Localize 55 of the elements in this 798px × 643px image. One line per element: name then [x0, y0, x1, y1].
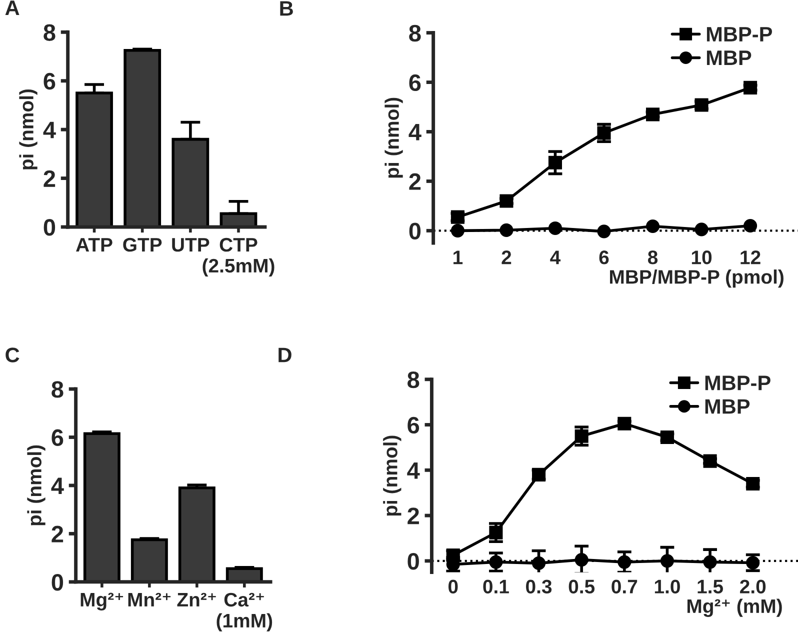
y-axis-title: pi (nmol) — [27, 445, 46, 526]
x-tick-label: 0.3 — [526, 580, 552, 594]
legend-label: MBP — [706, 50, 752, 65]
x-tick-label: 0 — [448, 580, 458, 594]
y-tick-label: 2 — [408, 508, 419, 524]
x-axis-title: Mg²⁺ (mM) — [687, 598, 782, 617]
y-tick-label: 6 — [408, 416, 420, 434]
y-tick-label: 8 — [408, 371, 420, 388]
chart-title: D — [278, 348, 292, 362]
x-axis-title: MBP/MBP-P (pmol) — [610, 270, 784, 288]
y-tick-label: 8 — [52, 381, 64, 398]
y-axis-title: pi (nmol) — [384, 98, 403, 178]
x-tick-label: UTP — [172, 238, 210, 252]
y-tick-label: 0 — [409, 222, 421, 240]
y-tick-label: 4 — [408, 124, 422, 140]
y-tick-label: 6 — [44, 72, 56, 90]
y-axis-title: pi (nmol) — [19, 89, 38, 170]
chart-title: A — [5, 0, 20, 15]
x-tick-label: Mg²⁺ — [80, 592, 124, 610]
x-tick-label: Zn²⁺ — [177, 592, 216, 606]
x-tick-label: 1 — [454, 250, 463, 264]
y-tick-label: 4 — [407, 462, 420, 479]
chart-title: B — [280, 1, 293, 16]
x-tick-label: 6 — [599, 250, 609, 264]
x-tick-label: 8 — [648, 250, 658, 264]
x-tick-label: GTP — [123, 238, 162, 252]
y-tick-label: 4 — [51, 478, 64, 494]
y-axis-title: pi (nmol) — [383, 436, 402, 516]
y-tick-label: 8 — [44, 24, 56, 41]
y-tick-label: 6 — [52, 429, 64, 446]
y-tick-label: 8 — [409, 24, 421, 42]
y-tick-label: 4 — [43, 122, 56, 138]
x-tick-label: ATP — [76, 238, 112, 252]
x-tick-label: 0.1 — [483, 580, 509, 594]
y-tick-label: 2 — [44, 170, 56, 187]
y-tick-label: 2 — [52, 526, 64, 542]
y-tick-label: 0 — [408, 552, 419, 570]
x-tick-label: 1.5 — [698, 580, 724, 594]
legend-label: MBP — [705, 399, 750, 414]
x-tick-label: 12 — [740, 250, 760, 264]
x-tick-label: Mn²⁺ — [128, 592, 171, 606]
x-tick-label: 1.0 — [654, 580, 680, 594]
chart-title: C — [6, 348, 20, 362]
x-tick-label: 10 — [692, 250, 712, 264]
x-tick-label: Ca²⁺ (1mM) — [216, 592, 272, 632]
x-tick-label: 0.7 — [612, 580, 638, 594]
legend-label: MBP-P — [705, 376, 770, 390]
y-tick-label: 6 — [409, 74, 421, 92]
x-tick-label: 2.0 — [740, 580, 766, 594]
x-tick-label: 0.5 — [568, 580, 595, 594]
legend-label: MBP-P — [706, 27, 772, 42]
x-tick-label: 2 — [502, 250, 512, 264]
x-tick-label: 4 — [550, 250, 561, 264]
y-tick-label: 0 — [44, 219, 56, 236]
y-tick-label: 2 — [409, 173, 421, 190]
